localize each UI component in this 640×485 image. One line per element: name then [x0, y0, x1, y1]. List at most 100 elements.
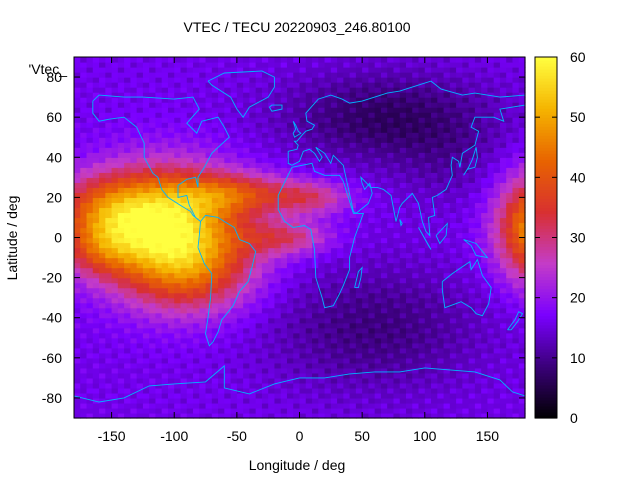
heatmap-cell [318, 392, 326, 399]
heatmap-cell [518, 397, 526, 404]
heatmap-cell [443, 192, 451, 198]
heatmap-cell [343, 192, 351, 198]
heatmap-cell [374, 102, 382, 108]
heatmap-cell [218, 122, 225, 128]
heatmap-cell [142, 387, 150, 394]
heatmap-cell [305, 142, 313, 148]
heatmap-cell [330, 302, 338, 309]
heatmap-cell [418, 72, 426, 78]
heatmap-cell [399, 312, 407, 319]
heatmap-cell [268, 82, 276, 88]
heatmap-cell [286, 212, 294, 219]
heatmap-cell [449, 287, 457, 294]
heatmap-cell [456, 112, 463, 118]
heatmap-cell [205, 322, 213, 329]
heatmap-cell [236, 102, 244, 108]
heatmap-cell [136, 152, 144, 158]
heatmap-cell [380, 142, 388, 148]
heatmap-cell [387, 372, 395, 379]
heatmap-cell [261, 317, 269, 324]
heatmap-cell [380, 117, 388, 123]
heatmap-cell [318, 277, 326, 284]
heatmap-cell [324, 117, 332, 123]
heatmap-cell [462, 82, 470, 88]
heatmap-cell [424, 307, 432, 314]
heatmap-cell [349, 97, 357, 103]
heatmap-cell [199, 217, 207, 224]
heatmap-cell [474, 412, 482, 419]
heatmap-cell [218, 152, 225, 158]
heatmap-cell [236, 187, 244, 193]
heatmap-cell [474, 187, 482, 193]
heatmap-cell [255, 282, 263, 289]
heatmap-cell [487, 232, 495, 239]
heatmap-cell [224, 82, 232, 88]
heatmap-cell [418, 182, 426, 188]
heatmap-cell [161, 77, 169, 83]
heatmap-cell [105, 247, 113, 254]
heatmap-cell [305, 412, 313, 419]
heatmap-cell [337, 357, 344, 364]
heatmap-cell [111, 77, 119, 83]
heatmap-cell [462, 302, 470, 309]
heatmap-cell [136, 327, 144, 334]
heatmap-cell [142, 397, 150, 404]
heatmap-cell [324, 322, 332, 329]
heatmap-cell [456, 327, 463, 334]
heatmap-cell [324, 412, 332, 419]
heatmap-cell [105, 82, 113, 88]
heatmap-cell [205, 182, 213, 188]
heatmap-cell [312, 117, 319, 123]
heatmap-cell [443, 362, 451, 369]
heatmap-cell [136, 192, 144, 198]
heatmap-cell [92, 137, 100, 143]
heatmap-cell [324, 132, 332, 138]
heatmap-cell [161, 332, 169, 339]
heatmap-cell [487, 87, 495, 93]
heatmap-cell [92, 112, 100, 118]
heatmap-cell [124, 72, 131, 78]
heatmap-cell [218, 242, 225, 249]
heatmap-cell [80, 97, 88, 103]
heatmap-cell [418, 282, 426, 289]
heatmap-cell [224, 372, 232, 379]
heatmap-cell [374, 347, 382, 354]
heatmap-cell [349, 197, 357, 203]
heatmap-cell [343, 307, 351, 314]
heatmap-cell [193, 257, 200, 264]
heatmap-cell [274, 402, 282, 409]
heatmap-cell [92, 67, 100, 73]
heatmap-cell [92, 367, 100, 374]
heatmap-cell [211, 342, 219, 349]
heatmap-cell [393, 237, 401, 244]
heatmap-cell [230, 212, 238, 219]
heatmap-cell [387, 107, 395, 113]
heatmap-cell [105, 377, 113, 384]
heatmap-cell [506, 282, 514, 289]
heatmap-cell [499, 102, 507, 108]
heatmap-cell [243, 242, 250, 249]
heatmap-cell [487, 307, 495, 314]
heatmap-cell [349, 317, 357, 324]
heatmap-cell [349, 292, 357, 299]
heatmap-cell [512, 312, 520, 319]
heatmap-cell [355, 402, 363, 409]
heatmap-cell [224, 347, 232, 354]
heatmap-cell [155, 97, 163, 103]
heatmap-cell [99, 332, 106, 339]
heatmap-cell [405, 222, 413, 229]
heatmap-cell [456, 342, 463, 349]
heatmap-cell [117, 232, 125, 239]
heatmap-cell [92, 237, 100, 244]
heatmap-cell [362, 172, 369, 178]
heatmap-cell [493, 97, 501, 103]
heatmap-cell [280, 232, 288, 239]
heatmap-cell [280, 212, 288, 219]
heatmap-cell [149, 82, 157, 88]
heatmap-cell [449, 127, 457, 133]
heatmap-cell [274, 127, 282, 133]
heatmap-cell [330, 247, 338, 254]
heatmap-cell [343, 202, 351, 209]
heatmap-cell [318, 382, 326, 389]
heatmap-cell [368, 287, 376, 294]
